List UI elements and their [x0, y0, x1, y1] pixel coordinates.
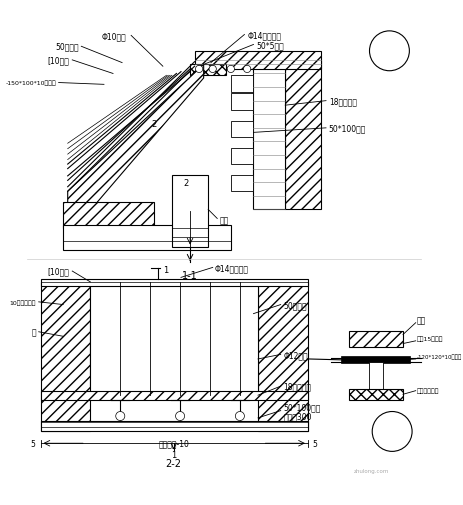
- Bar: [40, 282, 90, 432]
- Text: 2: 2: [151, 120, 156, 129]
- Text: 预埋15厚木板: 预埋15厚木板: [416, 336, 442, 341]
- Text: 50厚木板: 50厚木板: [283, 300, 307, 310]
- Bar: [40, 280, 307, 287]
- Bar: [172, 176, 208, 248]
- Text: 5: 5: [312, 439, 317, 448]
- Circle shape: [371, 412, 411, 451]
- Text: [10槽钢: [10槽钢: [48, 56, 69, 65]
- Bar: [348, 331, 402, 347]
- Bar: [90, 282, 257, 395]
- Text: 间距为300: 间距为300: [283, 412, 311, 421]
- Text: -120*120*10预埋件: -120*120*10预埋件: [416, 354, 461, 360]
- Bar: [253, 65, 285, 210]
- Circle shape: [243, 66, 250, 73]
- Text: 1: 1: [171, 450, 176, 459]
- Text: 支腿: 支腿: [416, 316, 425, 325]
- Text: 50*5角钢: 50*5角钢: [256, 41, 283, 50]
- Text: 高强塑料垫块: 高强塑料垫块: [416, 388, 438, 394]
- Circle shape: [209, 66, 216, 73]
- Text: 1-1: 1-1: [182, 271, 198, 281]
- Text: 2-2: 2-2: [165, 458, 181, 468]
- Bar: [230, 76, 253, 92]
- Text: Φ10螺栓: Φ10螺栓: [102, 32, 126, 41]
- Text: 50*100方木: 50*100方木: [283, 402, 320, 412]
- Bar: [230, 94, 253, 111]
- Circle shape: [235, 412, 244, 421]
- Text: 50厚木板: 50厚木板: [55, 43, 78, 52]
- Text: 1: 1: [385, 44, 392, 54]
- Text: 踏步净宽-10: 踏步净宽-10: [158, 439, 189, 448]
- Text: Φ14对位螺栓: Φ14对位螺栓: [247, 31, 281, 40]
- Text: Φ14对位螺栓: Φ14对位螺栓: [214, 264, 248, 272]
- Bar: [190, 65, 226, 76]
- Circle shape: [115, 412, 125, 421]
- Bar: [230, 176, 253, 192]
- Text: [10槽钢: [10槽钢: [48, 267, 69, 276]
- Bar: [40, 391, 307, 400]
- Circle shape: [195, 66, 202, 73]
- Text: 18厚胶合板: 18厚胶合板: [283, 382, 311, 391]
- Circle shape: [175, 412, 184, 421]
- Bar: [341, 357, 409, 364]
- Text: 1: 1: [388, 427, 395, 437]
- Bar: [230, 121, 253, 138]
- Text: 2: 2: [182, 178, 188, 187]
- Bar: [63, 203, 153, 228]
- Text: 1: 1: [163, 265, 168, 274]
- Text: 10厚海面胶条: 10厚海面胶条: [9, 299, 36, 305]
- Text: -150*100*10钢垫板: -150*100*10钢垫板: [6, 81, 56, 86]
- Polygon shape: [68, 65, 203, 206]
- Bar: [194, 52, 321, 70]
- Bar: [63, 225, 230, 250]
- Text: 5: 5: [31, 439, 36, 448]
- Bar: [348, 389, 402, 400]
- Text: 50*100方木: 50*100方木: [328, 124, 365, 133]
- Text: Φ12钢筋: Φ12钢筋: [283, 350, 307, 359]
- Text: 18厚胶合板: 18厚胶合板: [328, 97, 356, 106]
- Circle shape: [227, 66, 234, 73]
- Bar: [230, 148, 253, 165]
- Text: 缝: 缝: [31, 328, 36, 337]
- Bar: [285, 61, 321, 210]
- Text: 钢管: 钢管: [219, 216, 229, 225]
- Circle shape: [369, 32, 408, 72]
- Bar: [257, 282, 307, 432]
- Bar: [40, 421, 307, 432]
- Text: zhulong.com: zhulong.com: [353, 468, 388, 473]
- Bar: [368, 362, 382, 391]
